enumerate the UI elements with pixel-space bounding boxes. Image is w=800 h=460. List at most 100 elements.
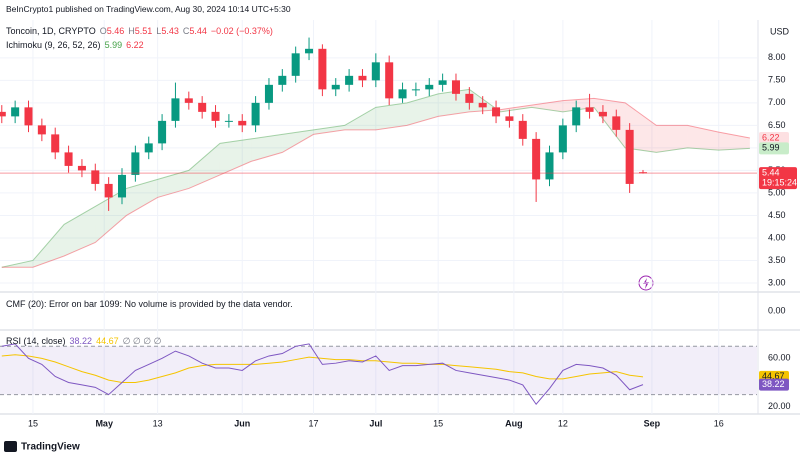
candle-body [211,111,220,121]
cloud [251,134,283,162]
candle-body [465,93,474,103]
y-tick-label: 3.00 [768,277,786,287]
x-tick-label: Sep [644,418,661,428]
candle-body [64,152,73,166]
candle-body [0,111,6,117]
x-tick-label: 13 [153,418,163,428]
candle-body [598,111,607,117]
candle-body [118,174,127,198]
cloud [1,260,33,268]
cloud [126,179,158,216]
y-tick-label: 60.00 [768,353,791,363]
cloud [282,129,314,153]
rsi-value: 44.67 [96,336,119,346]
x-tick-label: Jul [369,418,382,428]
candle-body [572,107,581,126]
indicator-name: Ichimoku (9, 26, 52, 26) [6,40,101,50]
cloud [687,125,719,151]
cloud [375,102,407,130]
candle-body [331,84,340,90]
indicator-name: RSI (14, close) [6,336,66,346]
candle-body [385,62,394,99]
cloud [64,206,96,256]
x-tick-label: 15 [433,418,443,428]
cmf-legend: CMF (20): Error on bar 1099: No volume i… [6,299,293,309]
candle-body [625,129,634,184]
cloud [469,89,501,112]
cloud [594,98,626,148]
y-tick-label: 8.00 [768,52,786,62]
event-icon-bolt [643,278,649,289]
candle-body [398,89,407,99]
x-tick-label: 15 [28,418,38,428]
candle-body [158,120,167,144]
candle-body [358,75,367,81]
candle-body [77,165,86,171]
cloud [219,138,252,175]
candle-body [558,125,567,153]
candle-body [545,152,554,180]
candle-body [264,84,273,103]
candle-body [451,80,460,94]
candle-body [505,116,514,121]
rsi-line [1,343,644,406]
candle-body [51,134,60,153]
publisher: BeInCrypto1 published on TradingView.com… [6,4,291,14]
price-badge-bg [759,167,797,190]
quote-key: L [156,26,162,36]
cloud-b-label: 6.22 [762,132,780,142]
cloud [188,143,220,189]
candle-body [425,84,434,90]
candle-body [184,98,193,103]
candle-body [411,89,420,91]
y-tick-label: 20.00 [768,401,791,411]
cloud-a-label-bg [759,142,789,155]
price-label: 5.44 [762,167,780,177]
brand: TradingView [21,442,80,453]
legend-row: Toncoin, 1D, CRYPTO O5.46 H5.51 L5.43 C5.44−… [6,26,277,36]
rsi-band [0,346,757,395]
cloud [95,188,127,243]
cloud-line [1,97,750,268]
change: −0.02 (−0.37%) [210,26,273,36]
cloud [406,93,439,126]
symbol: Toncoin, 1D, CRYPTO [6,26,96,36]
cloud [500,105,532,112]
rsi-badge-bg [759,378,789,391]
candle-body [318,48,327,90]
cloud [656,125,688,153]
quote-value: 5.51 [134,26,153,36]
candle-body [11,107,20,117]
y-tick-label: 4.00 [768,232,786,242]
y-tick-label: 5.00 [768,187,786,197]
y-tick-label: 3.50 [768,255,786,265]
candle-body [91,170,100,184]
legend-row: Ichimoku (9, 26, 52, 26) 5.99 6.22 [6,40,148,50]
candle-body [238,120,247,126]
candle-body [251,102,260,126]
cloud [313,125,345,135]
x-tick-label: Aug [505,418,523,428]
y-tick-label: 6.50 [768,120,786,130]
cloud [32,224,65,268]
y-tick-label: 4.50 [768,210,786,220]
cloud [531,100,563,112]
candle-body [585,107,594,112]
candle-body [37,125,46,135]
cloud-b-value: 6.22 [126,40,144,50]
x-tick-label: 16 [714,418,724,428]
candle-body [104,183,113,198]
logo [4,441,17,452]
candle-body [305,48,314,54]
candle-body [144,143,153,153]
quote-key: C [182,26,190,36]
candle-body [612,116,621,130]
cloud-a-value: 5.99 [104,40,123,50]
cloud [344,107,376,130]
cloud [718,132,750,151]
hidden-values: ∅ ∅ ∅ ∅ [122,336,162,346]
cloud [562,98,595,112]
quote-value: 5.46 [106,26,125,36]
candle-body [478,102,487,108]
